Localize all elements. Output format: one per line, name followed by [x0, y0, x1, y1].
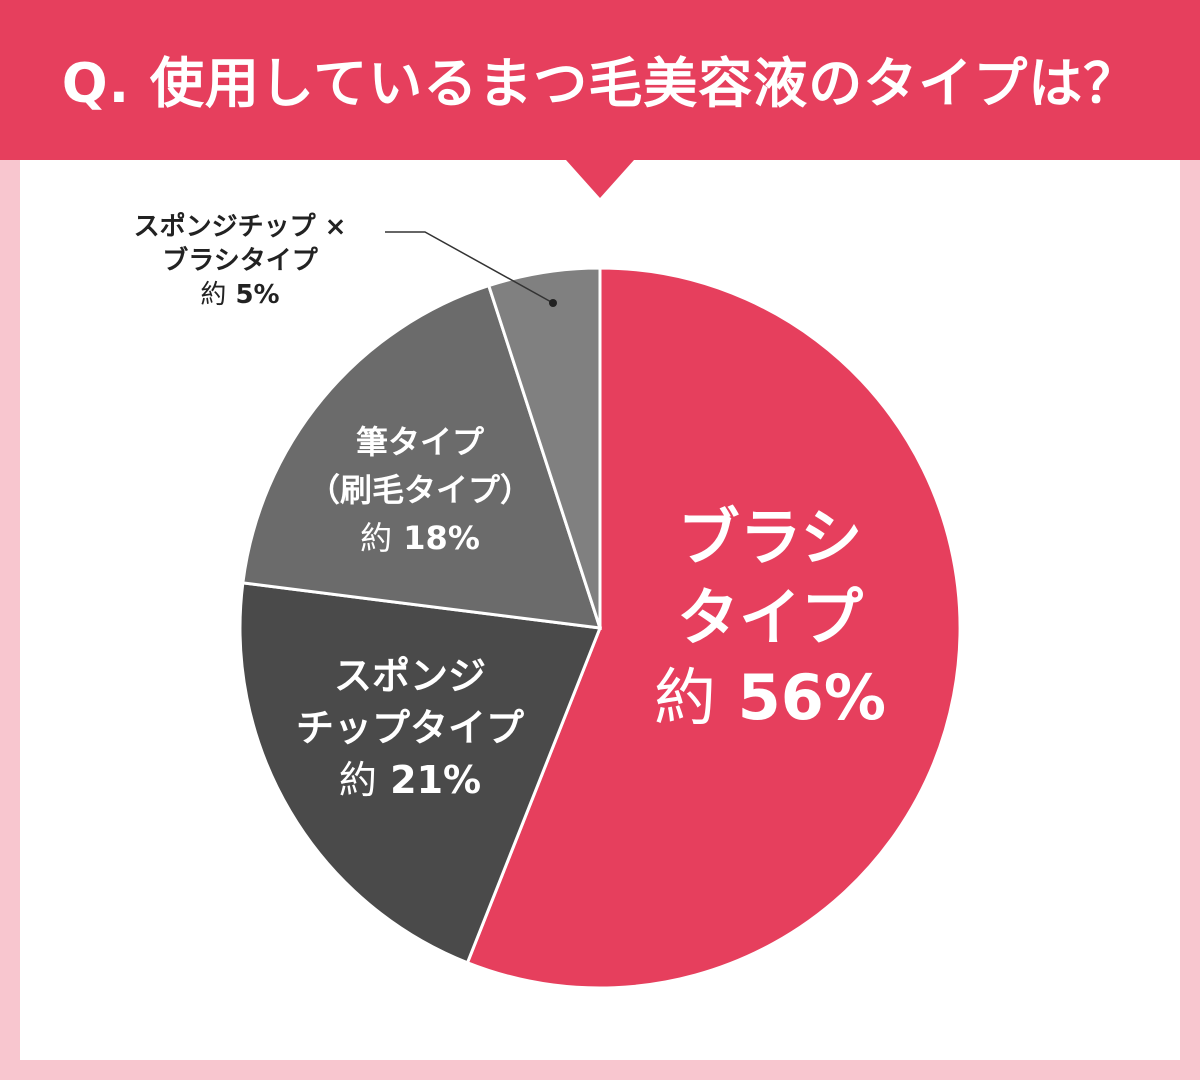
slice-label-combo: スポンジチップ × ブラシタイプ 約 5% [100, 210, 380, 312]
leader-line-combo [385, 231, 554, 304]
slice-label-sponge-pct: 21% [390, 758, 482, 802]
slice-label-brush-line1: ブラシ [677, 501, 863, 574]
header-pointer [566, 160, 634, 198]
pie-slice-combo [486, 266, 602, 629]
slice-label-combo-line1: スポンジチップ × [133, 212, 347, 242]
slice-label-sponge: スポンジ チップタイプ 約 21% [250, 650, 570, 806]
slice-label-sponge-value: 約 21% [250, 754, 570, 806]
pie-slice-sponge [238, 581, 603, 965]
slice-label-fude-value: 約 18% [270, 514, 570, 562]
slice-label-fude-line1: 筆タイプ [355, 423, 484, 461]
slice-label-fude: 筆タイプ （刷毛タイプ） 約 18% [270, 418, 570, 562]
pie-slice-brush [465, 266, 962, 990]
slice-label-brush-prefix: 約 [653, 661, 716, 734]
slice-label-brush-pct: 56% [737, 661, 886, 734]
slice-label-combo-pct: 5% [235, 280, 280, 310]
slice-label-sponge-prefix: 約 [338, 758, 377, 802]
slice-label-fude-pct: 18% [403, 519, 480, 557]
slice-label-sponge-line2: チップタイプ [295, 706, 524, 750]
pie-slice-fude [241, 283, 603, 630]
slice-label-fude-prefix: 約 [360, 519, 393, 557]
slice-label-brush: ブラシ タイプ 約 56% [640, 498, 900, 738]
slice-label-combo-line2: ブラシタイプ [162, 246, 318, 276]
slice-label-combo-prefix: 約 [200, 280, 227, 310]
slice-label-fude-line2: （刷毛タイプ） [307, 471, 532, 509]
slice-label-sponge-line1: スポンジ [333, 654, 486, 698]
slice-label-combo-value: 約 5% [100, 278, 380, 312]
slice-label-brush-line2: タイプ [676, 581, 863, 654]
leader-dot-combo [549, 299, 557, 307]
header-banner [0, 0, 1200, 160]
page-title: Q. 使用しているまつ毛美容液のタイプは？ [61, 51, 1139, 115]
slice-label-brush-value: 約 56% [640, 658, 900, 738]
